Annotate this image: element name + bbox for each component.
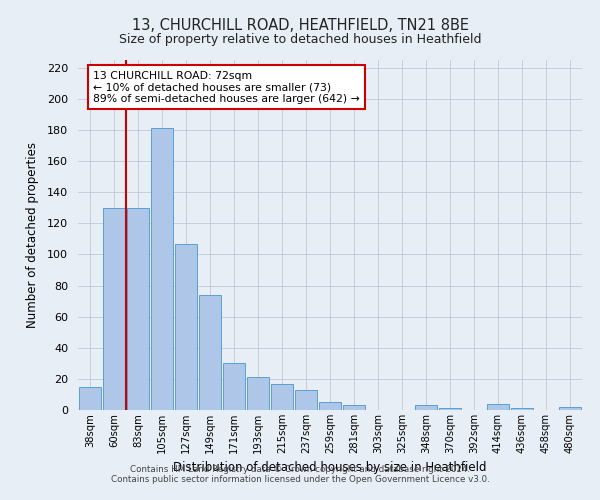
Text: 13, CHURCHILL ROAD, HEATHFIELD, TN21 8BE: 13, CHURCHILL ROAD, HEATHFIELD, TN21 8BE [131, 18, 469, 32]
Bar [487, 404, 509, 410]
Bar [79, 386, 101, 410]
Bar [247, 378, 269, 410]
Bar [151, 128, 173, 410]
X-axis label: Distribution of detached houses by size in Heathfield: Distribution of detached houses by size … [173, 462, 487, 474]
Y-axis label: Number of detached properties: Number of detached properties [26, 142, 38, 328]
Bar [415, 406, 437, 410]
Text: Size of property relative to detached houses in Heathfield: Size of property relative to detached ho… [119, 32, 481, 46]
Bar [295, 390, 317, 410]
Text: 13 CHURCHILL ROAD: 72sqm
← 10% of detached houses are smaller (73)
89% of semi-d: 13 CHURCHILL ROAD: 72sqm ← 10% of detach… [93, 70, 360, 104]
Bar [319, 402, 341, 410]
Bar [199, 295, 221, 410]
Text: Contains HM Land Registry data © Crown copyright and database right 2024.: Contains HM Land Registry data © Crown c… [130, 466, 470, 474]
Bar [223, 364, 245, 410]
Bar [343, 406, 365, 410]
Bar [127, 208, 149, 410]
Bar [511, 408, 533, 410]
Bar [439, 408, 461, 410]
Bar [559, 407, 581, 410]
Bar [175, 244, 197, 410]
Bar [271, 384, 293, 410]
Bar [103, 208, 125, 410]
Text: Contains public sector information licensed under the Open Government Licence v3: Contains public sector information licen… [110, 476, 490, 484]
